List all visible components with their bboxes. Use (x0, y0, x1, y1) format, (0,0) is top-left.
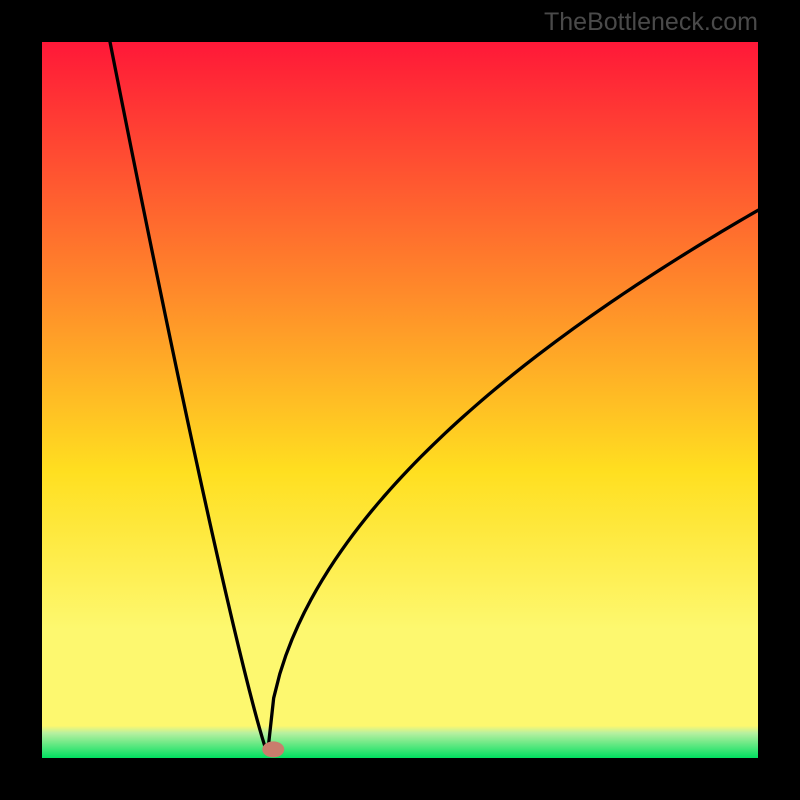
plot-background (42, 42, 758, 758)
watermark-text: TheBottleneck.com (544, 8, 758, 37)
optimum-marker (262, 741, 284, 757)
